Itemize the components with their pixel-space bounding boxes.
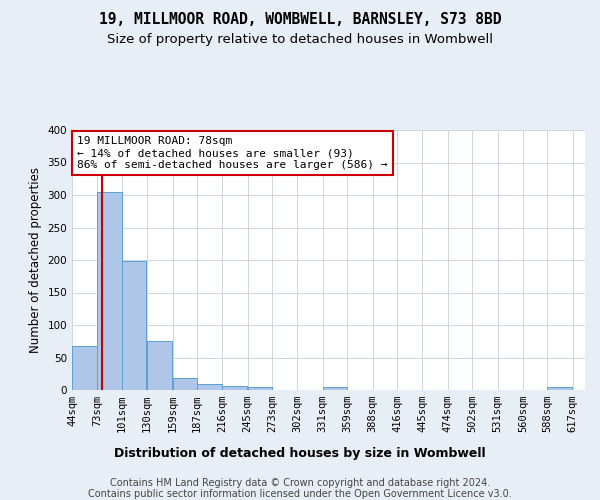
Text: 19 MILLMOOR ROAD: 78sqm
← 14% of detached houses are smaller (93)
86% of semi-de: 19 MILLMOOR ROAD: 78sqm ← 14% of detache… <box>77 136 388 170</box>
Bar <box>223 386 247 390</box>
Y-axis label: Number of detached properties: Number of detached properties <box>29 167 42 353</box>
Bar <box>72 346 97 390</box>
Bar <box>547 388 572 390</box>
Text: Distribution of detached houses by size in Wombwell: Distribution of detached houses by size … <box>114 448 486 460</box>
Text: 19, MILLMOOR ROAD, WOMBWELL, BARNSLEY, S73 8BD: 19, MILLMOOR ROAD, WOMBWELL, BARNSLEY, S… <box>99 12 501 28</box>
Bar <box>97 192 122 390</box>
Bar <box>122 260 146 390</box>
Bar <box>147 340 172 390</box>
Bar <box>248 387 272 390</box>
Bar <box>197 384 221 390</box>
Bar <box>173 378 197 390</box>
Text: Contains HM Land Registry data © Crown copyright and database right 2024.
Contai: Contains HM Land Registry data © Crown c… <box>88 478 512 499</box>
Text: Size of property relative to detached houses in Wombwell: Size of property relative to detached ho… <box>107 32 493 46</box>
Bar <box>323 387 347 390</box>
